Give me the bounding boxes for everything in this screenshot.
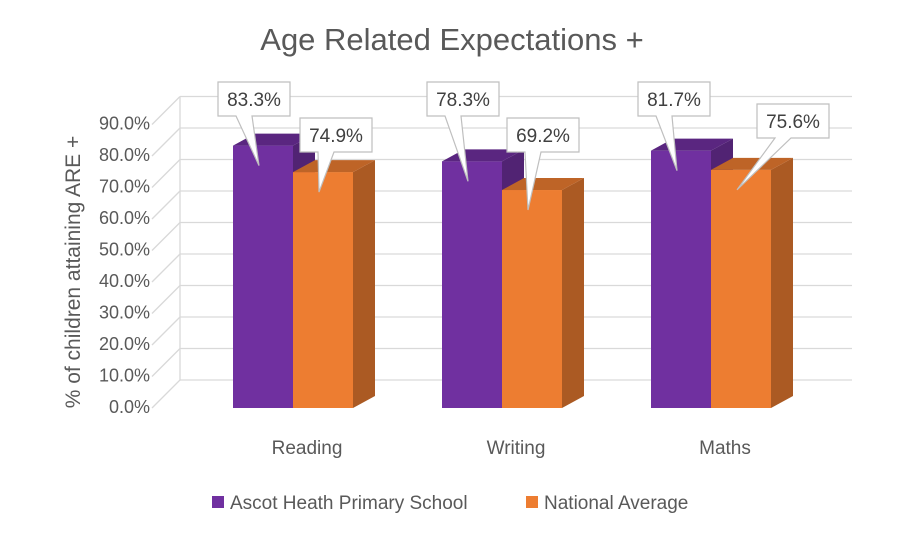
gridline-diagonal: [151, 222, 181, 251]
data-label-callout: [736, 103, 830, 191]
data-label-callout: [426, 81, 500, 182]
gridline-diagonal: [151, 190, 181, 220]
gridline-diagonal: [151, 253, 181, 283]
gridline-diagonal: [151, 379, 181, 409]
y-tick-labels: 0.0% 10.0% 20.0% 30.0% 40.0% 50.0% 60.0% 70.0% 8…: [99, 114, 150, 418]
y-tick-label: 30.0%: [99, 303, 150, 323]
y-tick-label: 90.0%: [99, 114, 150, 134]
data-label-callout: [299, 117, 373, 193]
y-tick-label: 40.0%: [99, 271, 150, 291]
bar-front: [293, 172, 353, 408]
bar-top: [502, 178, 584, 191]
x-tick-label: Reading: [272, 438, 343, 459]
gridline-diagonal: [151, 348, 181, 377]
data-labels: 83.3% 74.9% 78.3% 69.2% 81.7% 75.6%: [217, 81, 830, 211]
data-label: 78.3%: [436, 90, 490, 111]
bars: [233, 133, 793, 409]
gridline-diagonal: [151, 285, 181, 314]
legend-swatch: [526, 496, 538, 508]
gridline-diagonal: [151, 96, 181, 125]
y-tick-label: 50.0%: [99, 240, 150, 260]
y-tick-label: 20.0%: [99, 334, 150, 354]
y-tick-label: 60.0%: [99, 208, 150, 228]
bar-front: [233, 145, 293, 409]
legend-label: Ascot Heath Primary School: [230, 493, 468, 514]
legend-swatch: [212, 496, 224, 508]
y-tick-label: 70.0%: [99, 177, 150, 197]
data-label: 74.9%: [309, 126, 363, 147]
data-label-callout: [217, 81, 291, 166]
bar-front: [711, 169, 771, 408]
bar-front: [442, 161, 502, 408]
bar-front: [502, 190, 562, 408]
gridline-diagonal: [151, 159, 181, 188]
gridline-diagonal: [151, 316, 181, 346]
y-tick-label: 80.0%: [99, 145, 150, 165]
x-tick-label: Maths: [699, 438, 751, 459]
x-tick-labels: Reading Writing Maths: [272, 438, 751, 459]
data-label-callout: [637, 81, 711, 171]
bar-top: [293, 160, 375, 173]
data-label: 69.2%: [516, 126, 570, 147]
data-label-callout: [506, 117, 580, 211]
bar-side: [353, 160, 375, 408]
data-label: 83.3%: [227, 90, 281, 111]
legend: Ascot Heath Primary School National Avera…: [212, 493, 688, 514]
chart-title: Age Related Expectations +: [260, 22, 643, 57]
gridline-diagonal: [151, 127, 181, 157]
bar-side: [562, 178, 584, 408]
data-label: 81.7%: [647, 90, 701, 111]
data-label: 75.6%: [766, 112, 820, 133]
y-tick-label: 10.0%: [99, 366, 150, 386]
x-tick-label: Writing: [487, 438, 546, 459]
bar-side: [771, 157, 793, 408]
y-tick-label: 0.0%: [109, 397, 150, 417]
y-axis-label: % of children attaining ARE +: [62, 136, 85, 409]
legend-label: National Average: [544, 493, 688, 514]
bar-front: [651, 150, 711, 408]
bar-top: [711, 157, 793, 170]
